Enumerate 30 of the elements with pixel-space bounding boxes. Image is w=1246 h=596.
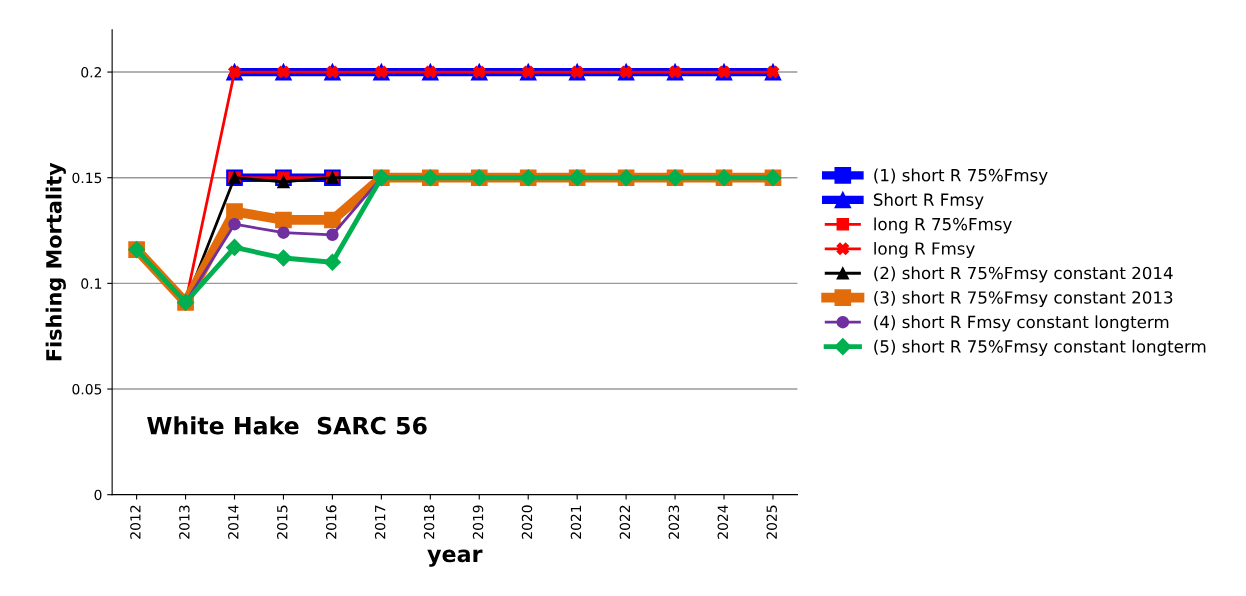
x-tick-label: 2017 — [374, 505, 386, 539]
x-tick-label: 2013 — [179, 505, 190, 539]
legend-label: Short R Fmsy — [873, 193, 984, 210]
x-tick-label: 2014 — [228, 505, 239, 539]
y-tick-label: 0.2 — [81, 67, 102, 78]
y-tick-label: 0 — [94, 489, 102, 501]
y-tick-label: 0.05 — [72, 383, 102, 395]
x-tick-label: 2016 — [325, 505, 337, 539]
y-tick-label: 0.15 — [72, 172, 102, 184]
x-tick-label: 2024 — [717, 505, 729, 539]
x-tick-label: 2012 — [130, 505, 141, 539]
annotation: White Hake SARC 56 — [147, 416, 427, 435]
legend-label: (4) short R Fmsy constant longterm — [874, 315, 1169, 332]
x-axis-title: year — [427, 549, 483, 567]
x-tick-label: 2020 — [521, 505, 533, 539]
y-tick-label: 0.1 — [81, 278, 102, 289]
x-tick-label: 2021 — [570, 505, 582, 539]
legend-label: (1) short R 75%Fmsy — [874, 168, 1048, 185]
y-axis-title: Fishing Mortality — [45, 162, 66, 361]
legend-label: long R 75%Fmsy — [874, 217, 1012, 234]
x-tick-label: 2025 — [766, 505, 777, 539]
legend-label: (3) short R 75%Fmsy constant 2013 — [874, 290, 1173, 307]
legend-label: long R Fmsy — [874, 241, 975, 259]
legend-label: (5) short R 75%Fmsy constant longterm — [874, 339, 1206, 356]
legend-label: (2) short R 75%Fmsy constant 2014 — [874, 266, 1173, 283]
x-tick-label: 2023 — [668, 505, 680, 539]
x-tick-label: 2019 — [472, 505, 484, 539]
x-tick-label: 2018 — [423, 505, 435, 539]
x-tick-label: 2022 — [619, 505, 631, 539]
x-tick-label: 2015 — [276, 505, 288, 539]
